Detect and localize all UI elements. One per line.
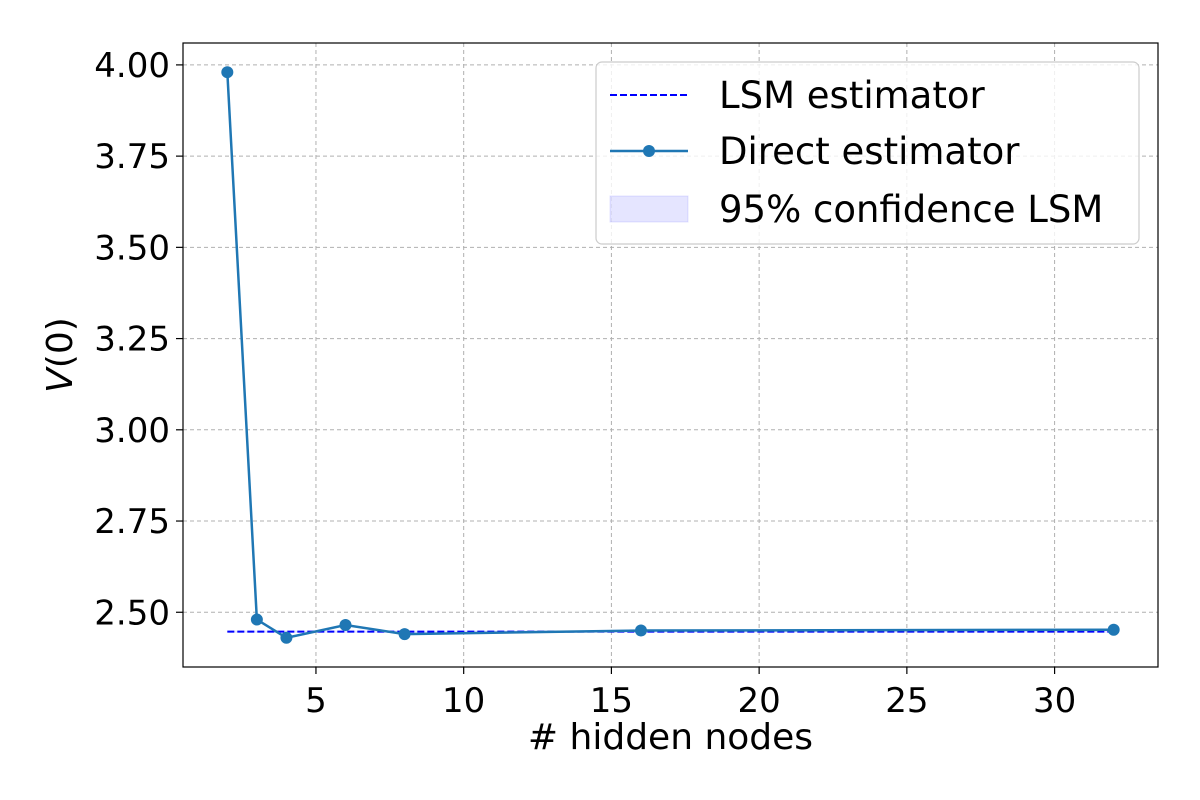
y-tick-label: 4.00 [94, 46, 170, 86]
direct-estimator-point [339, 619, 352, 632]
series-layer [221, 66, 1120, 644]
direct-estimator-point [398, 628, 411, 641]
legend: LSM estimator Direct estimator 95% confide… [595, 61, 1140, 245]
x-tick-label: 30 [1033, 681, 1076, 721]
plot-frame [182, 42, 1159, 668]
y-tick-label: 3.75 [94, 137, 170, 177]
x-tick-label: 25 [885, 681, 928, 721]
legend-key-direct-estimator-marker [643, 145, 655, 157]
axis-ticks: 5 10 15 20 25 30 2.50 2.75 3.00 3.25 3.50 3.75 4.00 [94, 46, 1076, 721]
legend-label: 95% confidence LSM [719, 188, 1103, 231]
x-axis-label: # hidden nodes [528, 717, 813, 758]
y-tick-label: 3.00 [94, 411, 170, 451]
x-tick-label: 10 [442, 681, 485, 721]
y-tick-label: 3.25 [94, 320, 170, 360]
legend-label: Direct estimator [719, 130, 1020, 173]
direct-estimator-point [634, 624, 647, 637]
direct-estimator-point [280, 631, 293, 644]
y-tick-label: 2.75 [94, 502, 170, 542]
x-tick-label: 20 [738, 681, 781, 721]
y-tick-label: 2.50 [94, 593, 170, 633]
legend-key-confidence-band [609, 195, 689, 223]
y-axis-label: V(0) [40, 317, 81, 393]
x-tick-label: 5 [305, 681, 327, 721]
direct-estimator-point [1107, 623, 1120, 636]
legend-label: LSM estimator [719, 74, 985, 117]
direct-estimator-point [250, 613, 263, 626]
y-tick-label: 3.50 [94, 228, 170, 268]
direct-estimator-point [221, 66, 234, 79]
x-tick-label: 15 [590, 681, 633, 721]
legend-box [595, 61, 1140, 245]
